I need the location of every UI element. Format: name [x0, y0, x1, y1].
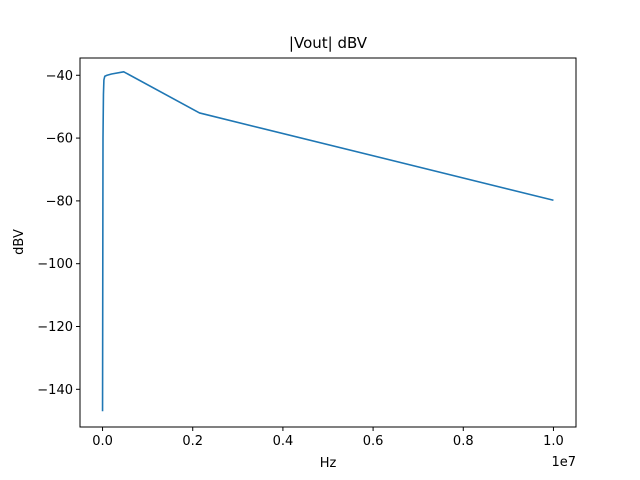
x-tick-label: 0.0 [92, 434, 113, 449]
y-tick-label: −40 [46, 69, 73, 84]
y-tick-label: −60 [46, 132, 73, 147]
plot-area [79, 57, 577, 428]
plot-frame [79, 57, 577, 428]
x-tick-label: 1.0 [543, 434, 564, 449]
x-tick-label: 0.4 [273, 434, 294, 449]
series-line-0 [101, 71, 554, 412]
x-axis-ticks: 0.0 0.2 0.4 0.6 0.8 1.0 [92, 427, 564, 449]
x-tick-label: 0.6 [363, 434, 384, 449]
x-tick-label: 0.2 [182, 434, 203, 449]
y-tick-label: −120 [37, 320, 73, 335]
y-axis-label: dBV [12, 229, 27, 255]
y-tick-label: −100 [37, 257, 73, 272]
y-tick-label: −80 [46, 194, 73, 209]
x-tick-label: 0.8 [453, 434, 474, 449]
x-axis-label: Hz [320, 456, 337, 471]
x-axis-offset-text: 1e7 [551, 455, 576, 470]
y-axis-ticks: −140 −120 −100 −80 −60 −40 [37, 69, 80, 398]
chart-title: |Vout| dBV [289, 34, 368, 52]
y-tick-label: −140 [37, 383, 73, 398]
